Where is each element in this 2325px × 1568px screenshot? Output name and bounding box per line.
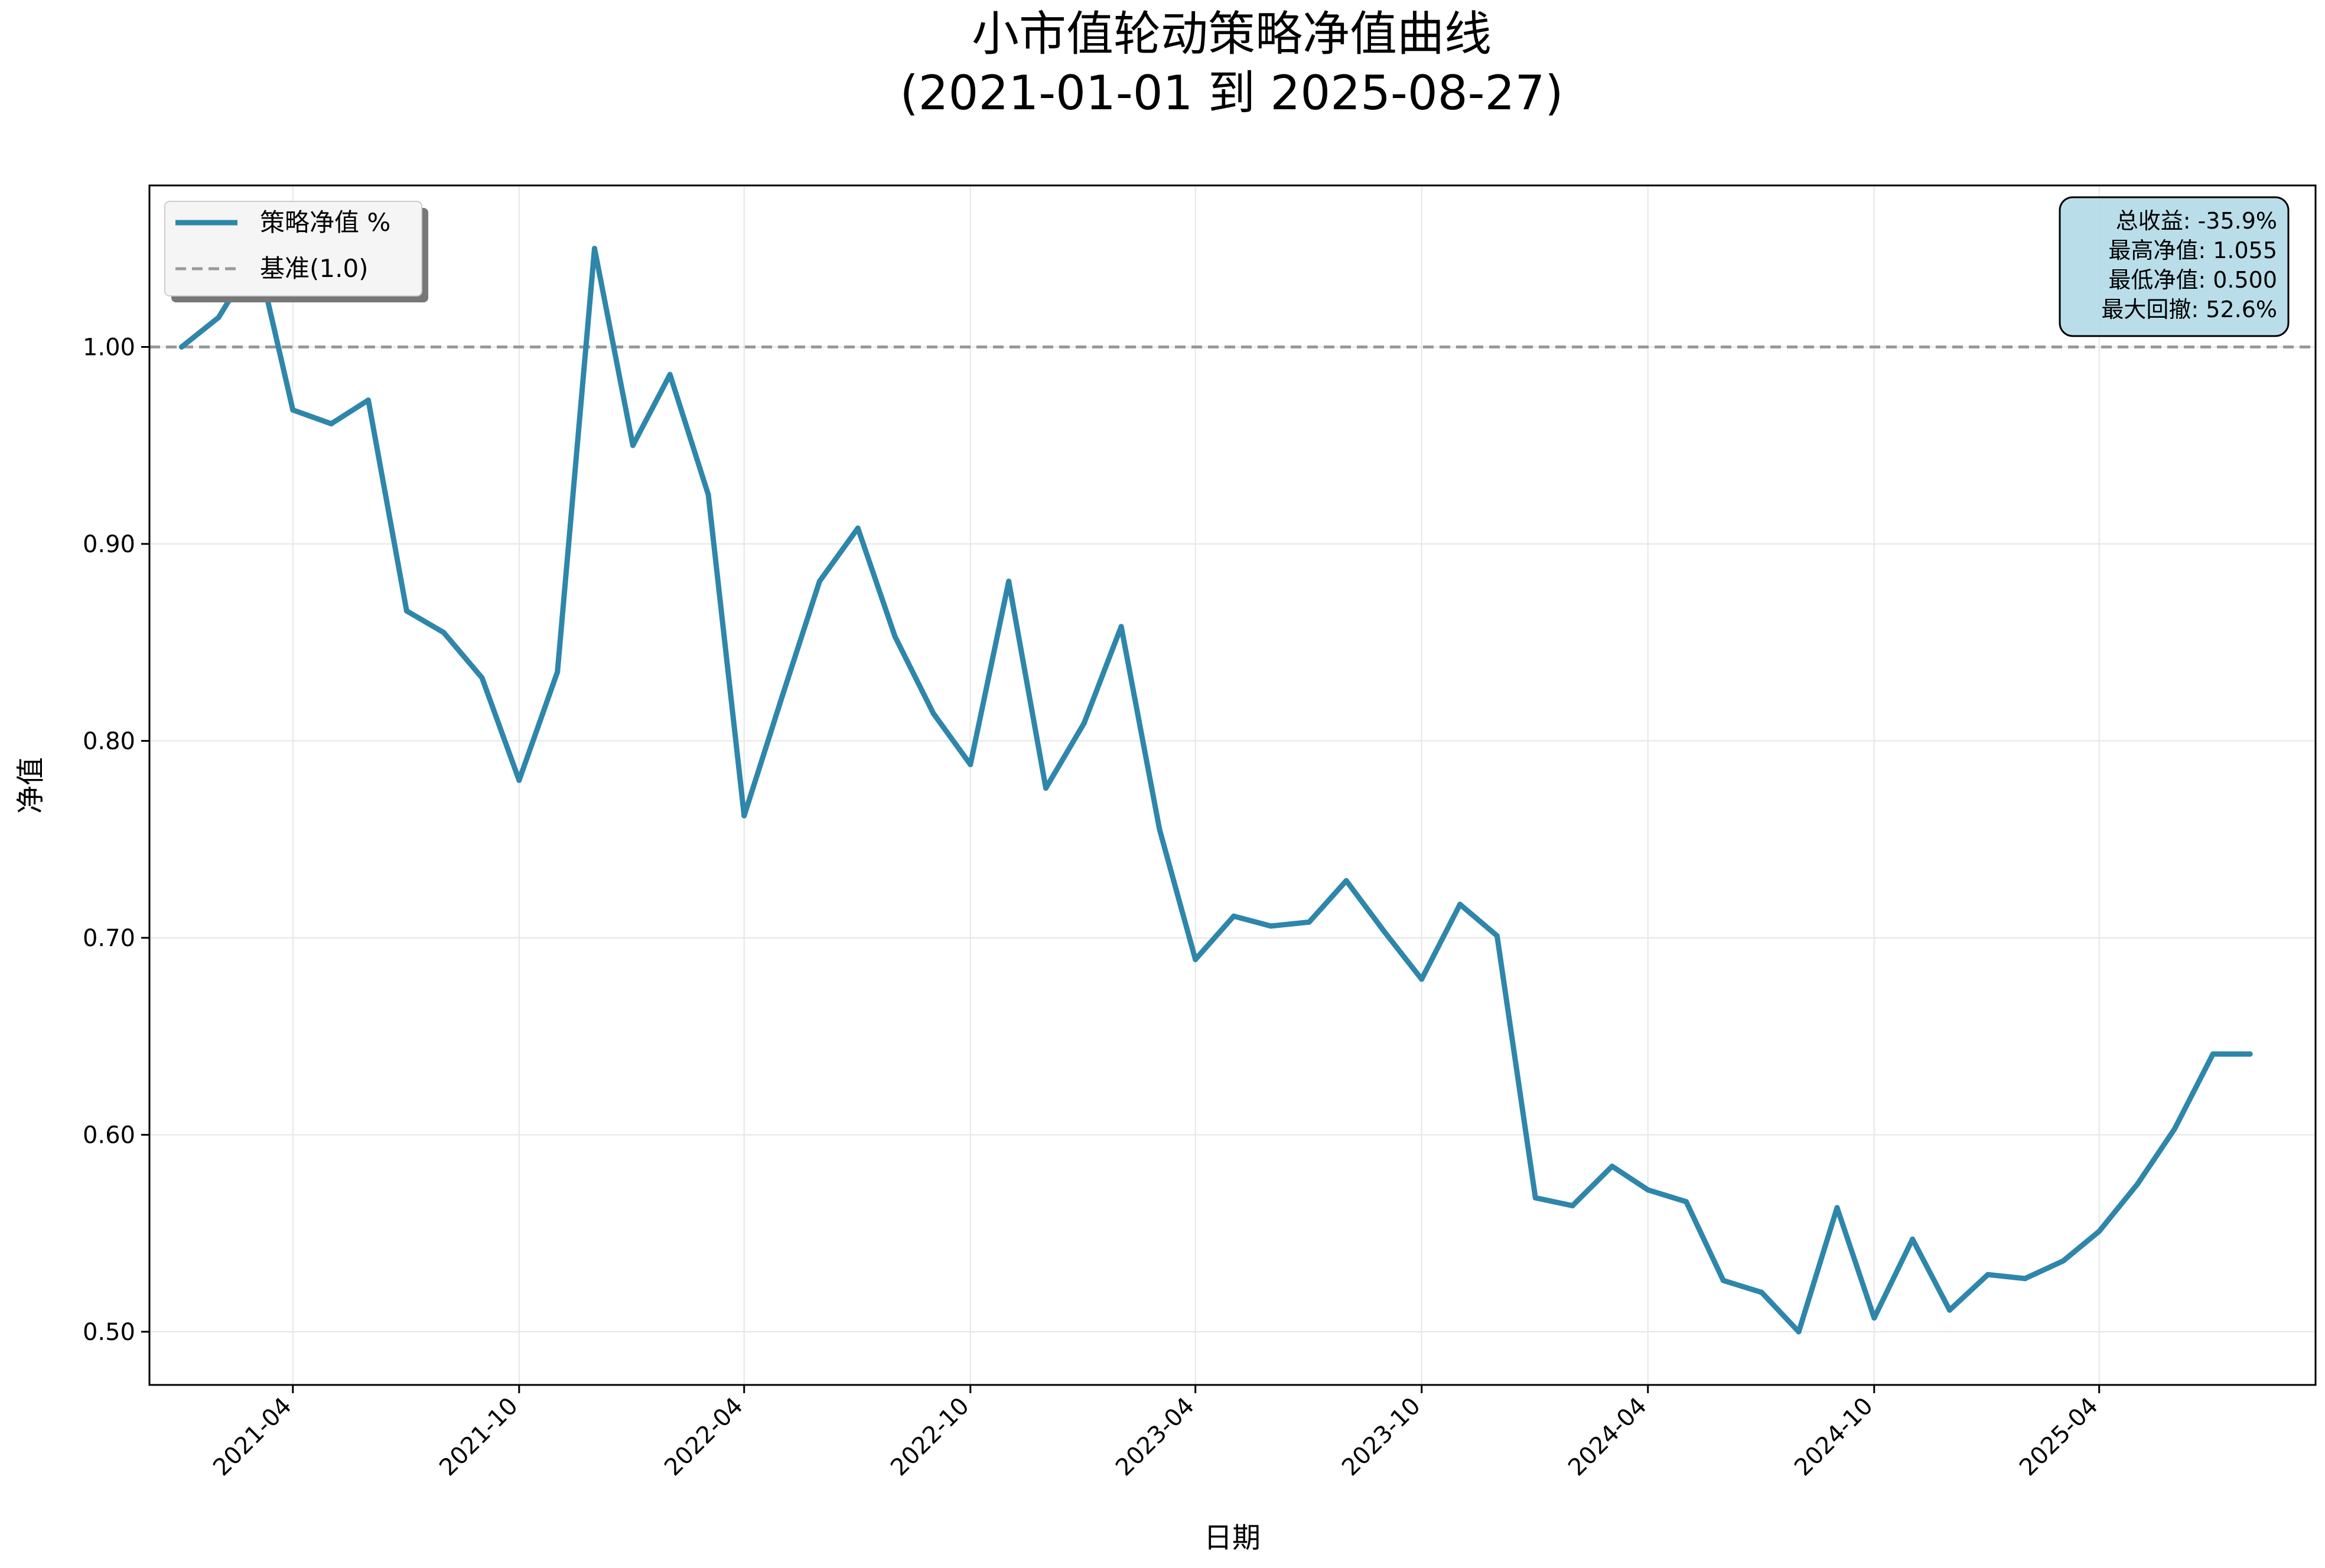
strategy-nav-point: [892, 634, 898, 640]
strategy-nav-point: [816, 578, 822, 584]
strategy-nav-point: [1118, 624, 1124, 630]
strategy-nav-point: [1946, 1307, 1952, 1313]
strategy-nav-point: [1081, 720, 1087, 726]
x-tick-label: 2021-04: [208, 1393, 297, 1482]
y-tick-label: 0.90: [83, 531, 135, 558]
strategy-nav-point: [290, 407, 296, 413]
strategy-nav-point: [705, 492, 711, 498]
x-tick-label: 2024-10: [1789, 1393, 1878, 1482]
x-tick-label: 2022-10: [885, 1393, 975, 1482]
x-axis-label: 日期: [1204, 1521, 1261, 1554]
legend: 策略净值 % 基准(1.0): [164, 201, 428, 302]
strategy-nav-point: [2171, 1126, 2177, 1132]
legend-label-baseline: 基准(1.0): [260, 254, 369, 283]
x-tick-label: 2022-04: [659, 1393, 748, 1482]
strategy-nav-point: [667, 371, 673, 377]
strategy-nav-point: [930, 710, 936, 716]
strategy-nav-point: [591, 246, 597, 252]
strategy-nav-point: [741, 813, 747, 819]
strategy-nav-point: [780, 693, 786, 699]
stats-total-return: 总收益: -35.9%: [2116, 208, 2277, 234]
y-tick-label: 0.80: [83, 728, 135, 755]
x-tick-label: 2021-10: [434, 1393, 523, 1482]
strategy-nav-point: [1834, 1205, 1840, 1211]
strategy-nav-point: [328, 421, 334, 427]
x-tick-label: 2023-04: [1111, 1393, 1200, 1482]
y-tick-label: 0.60: [83, 1122, 135, 1149]
series-layer: [178, 246, 2253, 1335]
strategy-nav-point: [1193, 957, 1199, 963]
x-tick-label: 2023-10: [1337, 1393, 1426, 1482]
strategy-nav-point: [1532, 1195, 1538, 1201]
strategy-nav-point: [1231, 913, 1237, 919]
strategy-nav-point: [968, 761, 973, 767]
strategy-nav-point: [555, 669, 561, 675]
strategy-nav-point: [1910, 1236, 1916, 1242]
stats-max-drawdown: 最大回撤: 52.6%: [2101, 296, 2277, 322]
strategy-nav-point: [2022, 1276, 2028, 1282]
strategy-nav-point: [1796, 1329, 1802, 1335]
strategy-nav-point: [516, 777, 522, 783]
strategy-nav-point: [1609, 1163, 1615, 1169]
strategy-nav-point: [1419, 976, 1425, 982]
y-axis-label: 净值: [14, 757, 47, 814]
strategy-nav-point: [1645, 1187, 1651, 1193]
strategy-nav-point: [1343, 878, 1349, 884]
strategy-nav-point: [1268, 923, 1274, 929]
strategy-nav-point: [1043, 785, 1048, 791]
stats-min-nav: 最低净值: 0.500: [2108, 267, 2277, 293]
strategy-nav-point: [479, 675, 485, 681]
strategy-nav-point: [2135, 1181, 2141, 1187]
strategy-nav-point: [403, 608, 409, 614]
stats-box: 总收益: -35.9% 最高净值: 1.055 最低净值: 0.500 最大回撤…: [2059, 196, 2290, 337]
strategy-nav-point: [2247, 1051, 2253, 1057]
strategy-nav-point: [1457, 901, 1463, 907]
strategy-nav-point: [855, 525, 861, 531]
strategy-nav-point: [2210, 1051, 2216, 1057]
strategy-nav-point: [1382, 929, 1388, 935]
chart-title: 小市值轮动策略净值曲线 (2021-01-01 到 2025-08-27): [900, 6, 1563, 120]
x-tick-label: 2024-04: [1563, 1393, 1652, 1482]
strategy-nav-point: [1306, 919, 1312, 925]
stats-max-nav: 最高净值: 1.055: [2108, 237, 2277, 263]
y-axis-ticks: 0.50 0.60 0.70 0.80 0.90 1.00: [83, 334, 149, 1346]
y-tick-label: 0.70: [83, 925, 135, 952]
strategy-nav-point: [2060, 1258, 2066, 1264]
strategy-nav-point: [1494, 933, 1500, 939]
strategy-nav-point: [216, 314, 222, 320]
x-axis-ticks: 2021-04 2021-10 2022-04 2022-10 2023-04 2023-…: [208, 1385, 2103, 1481]
strategy-nav-point: [630, 442, 636, 448]
grid: [149, 185, 2316, 1385]
strategy-nav-point: [1569, 1203, 1575, 1209]
strategy-nav-point: [365, 397, 371, 403]
strategy-nav-point: [1871, 1315, 1877, 1321]
strategy-nav-point: [2096, 1228, 2102, 1234]
chart-title-line-1: 小市值轮动策略净值曲线: [972, 6, 1492, 61]
plot-frame: [148, 184, 2317, 1386]
strategy-nav-point: [441, 630, 447, 635]
y-tick-label: 1.00: [83, 334, 135, 361]
x-tick-label: 2025-04: [2014, 1393, 2103, 1482]
strategy-nav-point: [1985, 1272, 1991, 1277]
chart-title-line-2: (2021-01-01 到 2025-08-27): [900, 66, 1563, 120]
strategy-nav-point: [1683, 1199, 1689, 1205]
strategy-nav-point: [1759, 1289, 1764, 1295]
stats-box-bg: [2059, 196, 2290, 337]
legend-label-strategy: 策略净值 %: [260, 208, 390, 237]
strategy-nav-line: [178, 246, 2253, 1335]
y-tick-label: 0.50: [83, 1319, 135, 1346]
strategy-nav-point: [1006, 578, 1012, 584]
strategy-nav-point: [178, 344, 184, 350]
strategy-nav-point: [1720, 1277, 1726, 1283]
strategy-nav-point: [1157, 827, 1162, 833]
